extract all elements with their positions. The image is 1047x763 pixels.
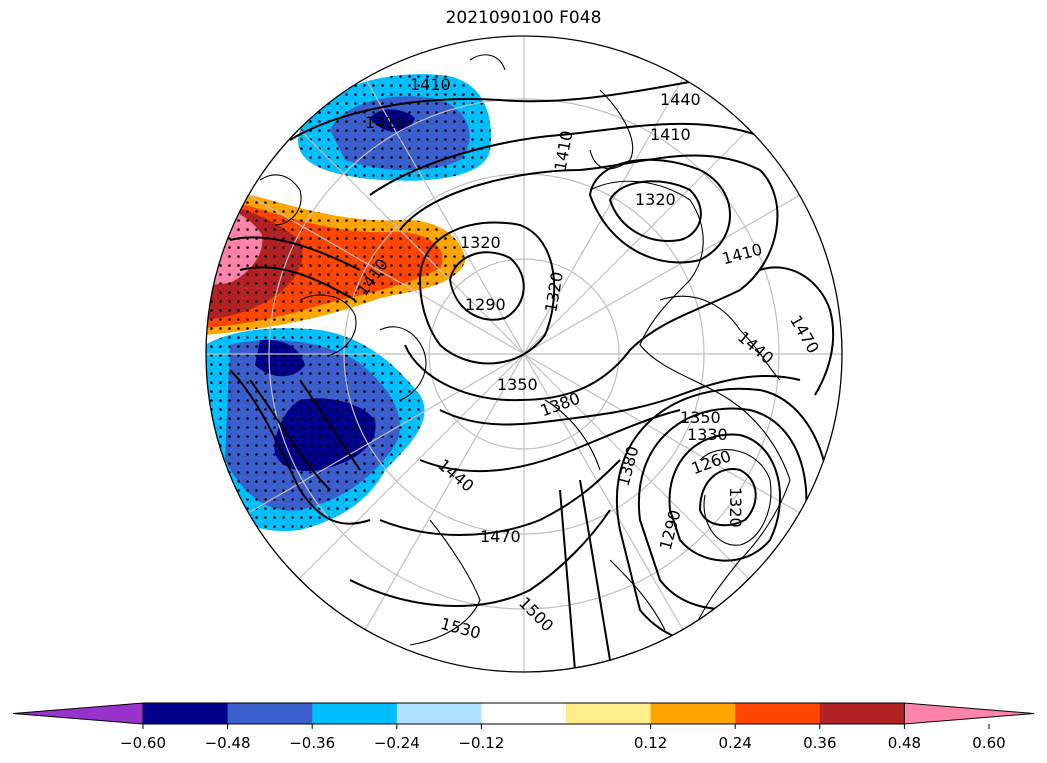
colorbar-tick-label: 0.12	[634, 734, 667, 752]
colorbar-extend-max	[903, 702, 1035, 725]
contour-label: 1350	[497, 375, 538, 394]
anomaly-shading	[206, 74, 491, 531]
contour-label: 1320	[635, 190, 676, 209]
contour-label: 1350	[680, 408, 721, 427]
map-title: 2021090100 F048	[445, 8, 602, 28]
map-boundary	[205, 35, 843, 673]
contour-label: 1290	[465, 295, 506, 314]
colorbar-tick-label: −0.24	[374, 734, 420, 752]
colorbar-frame	[142, 702, 905, 725]
contour-label: 1470	[480, 527, 521, 546]
colorbar-tick-label: −0.48	[205, 734, 251, 752]
contour-label: 1440	[660, 90, 701, 109]
contour-label: 1410	[410, 75, 451, 94]
colorbar: −0.60 −0.48 −0.36 −0.24 −0.12 0.12 0.24 0.36 0.4…	[12, 702, 1035, 752]
colorbar-segment	[396, 703, 482, 724]
contour-label: 1330	[687, 425, 728, 444]
colorbar-segment	[312, 703, 398, 724]
colorbar-segment	[143, 703, 229, 724]
contour-label: 1410	[365, 113, 406, 132]
colorbar-tick-label: −0.36	[289, 734, 335, 752]
contour-label: 1320	[460, 233, 501, 252]
colorbar-extend-min	[12, 702, 144, 725]
colorbar-segment	[650, 703, 736, 724]
colorbar-tick-label: −0.60	[120, 734, 166, 752]
colorbar-segment	[735, 703, 821, 724]
colorbar-segment	[819, 703, 905, 724]
colorbar-tick-label: 0.36	[803, 734, 836, 752]
contour-label: 1410	[650, 125, 691, 144]
coastlines	[259, 54, 791, 646]
colorbar-segment	[227, 703, 313, 724]
contour-label: 1320	[726, 487, 745, 528]
colorbar-tick-label: 0.48	[888, 734, 921, 752]
colorbar-tick-label: −0.12	[458, 734, 504, 752]
colorbar-segment	[566, 703, 652, 724]
colorbar-tick-label: 0.24	[718, 734, 751, 752]
colorbar-segment	[481, 703, 567, 724]
colorbar-tick-label: 0.60	[972, 734, 1005, 752]
